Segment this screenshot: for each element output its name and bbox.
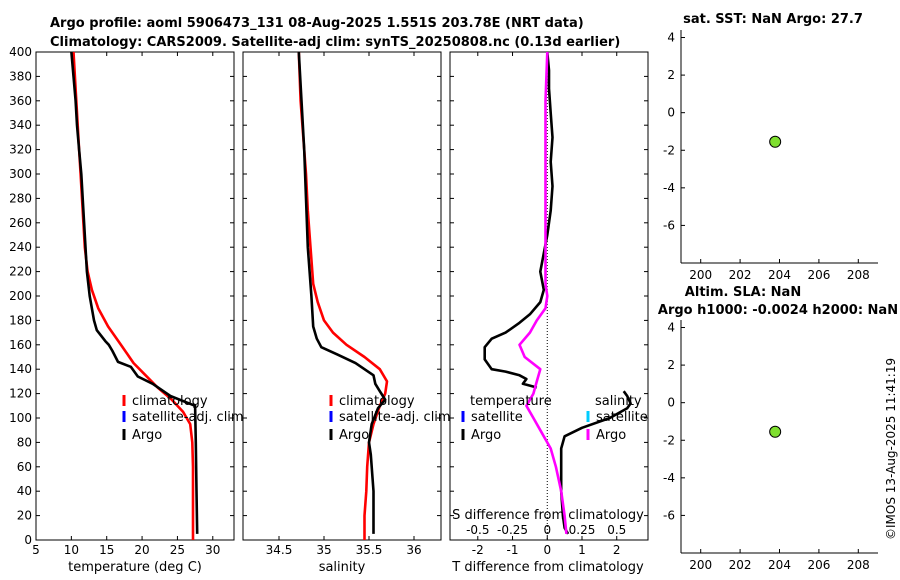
sla-panel-ytick-label: 0: [667, 396, 675, 410]
sla-title-1: Altim. SLA: NaN: [685, 285, 801, 300]
temp-panel-ytick-label: 20: [17, 509, 32, 523]
sla-panel-ytick-label: -6: [663, 508, 675, 522]
diff-s-xtick-label: 0: [543, 523, 551, 537]
diff-t-argo-line: [483, 51, 554, 389]
temp-climatology-line: [72, 51, 195, 540]
temp-legend-argo-label: Argo: [132, 428, 162, 443]
sst-panel-xtick-label: 200: [689, 268, 712, 282]
temp-panel-ytick-label: 140: [9, 362, 32, 376]
diff-s-xtick-label: 0.25: [569, 523, 596, 537]
temp-panel-ytick-label: 120: [9, 387, 32, 401]
diff-legend-t-argo-label: Argo: [471, 428, 501, 443]
sla-panel-ytick-label: 4: [667, 321, 675, 335]
title-line-1: Argo profile: aoml 5906473_131 08-Aug-20…: [50, 16, 584, 31]
temp-argo-line: [70, 51, 199, 534]
temp-panel-ytick-label: 340: [9, 118, 32, 132]
sal-legend-climatology-label: climatology: [339, 394, 415, 409]
sla-panel-xtick-label: 202: [729, 558, 752, 572]
temp-panel-ytick-label: 220: [9, 265, 32, 279]
diff-s-xtick-label: -0.25: [497, 523, 528, 537]
temp-panel-frame: [35, 51, 235, 541]
diff-panel-xtick-label: 0: [543, 543, 551, 557]
sst-panel-xtick-label: 204: [768, 268, 791, 282]
sst-panel-xtick-label: 206: [807, 268, 830, 282]
temp-panel-ytick-label: 380: [9, 69, 32, 83]
sal-panel-xtick-label: 34.5: [266, 543, 293, 557]
temp-panel-ytick-label: 300: [9, 167, 32, 181]
sla-panel-ytick-label: -2: [663, 433, 675, 447]
temp-panel-xtick-label: 30: [205, 543, 220, 557]
temp-panel-ytick-label: 200: [9, 289, 32, 303]
sal-panel-xtick-label: 35: [316, 543, 331, 557]
temp-panel-ytick-label: 40: [17, 484, 32, 498]
copyright-label: ©IMOS 13-Aug-2025 11:41:19: [884, 358, 898, 540]
sla-title-2: Argo h1000: -0.0024 h2000: NaN: [658, 303, 898, 318]
diff-legend-salinity-title: salinity: [595, 394, 642, 409]
sla-panel-ytick-label: 2: [667, 358, 675, 372]
temp-panel-ytick-label: 320: [9, 143, 32, 157]
temp-panel-xtick-label: 15: [99, 543, 114, 557]
temp-panel-ytick-label: 0: [24, 533, 32, 547]
sst-panel-xtick-label: 202: [729, 268, 752, 282]
diff-t-argo-line-upper: [559, 390, 632, 535]
diff-legend-temperature-title: temperature: [470, 394, 552, 409]
sst-panel-xtick-label: 208: [847, 268, 870, 282]
temp-panel-ytick-label: 400: [9, 45, 32, 59]
sst-title: sat. SST: NaN Argo: 27.7: [683, 12, 863, 27]
plots-layer: 0204060801001201401601802002202402602803…: [9, 30, 878, 575]
sst-panel-ytick-label: 2: [667, 68, 675, 82]
temp-panel-ytick-label: 100: [9, 411, 32, 425]
temp-panel-xtick-label: 25: [170, 543, 185, 557]
sst-panel-point: [769, 135, 782, 148]
temp-panel-xtick-label: 5: [32, 543, 40, 557]
diff-t-xlabel: T difference from climatology: [451, 560, 644, 575]
sal-legend-argo-label: Argo: [339, 428, 369, 443]
diff-panel-frame: [449, 51, 649, 541]
temp-panel-ytick-label: 260: [9, 216, 32, 230]
sst-panel-ytick-label: 4: [667, 31, 675, 45]
sal-panel-xtick-label: 35.5: [356, 543, 383, 557]
sal-panel-frame: [242, 51, 442, 541]
temp-panel-ytick-label: 180: [9, 313, 32, 327]
sst-panel-ytick-label: -4: [663, 181, 675, 195]
sst-panel-ytick-label: -2: [663, 143, 675, 157]
temp-panel-ytick-label: 360: [9, 94, 32, 108]
diff-s-argo-line: [518, 51, 568, 535]
diff-legend-s-satellite-label: satellite: [596, 410, 648, 425]
temp-panel-ytick-label: 60: [17, 460, 32, 474]
diff-panel-xtick-label: 1: [578, 543, 586, 557]
sal-legend-satellite-label: satellite-adj. clim: [339, 410, 451, 425]
sal-xlabel: salinity: [319, 560, 366, 575]
sla-panel-xtick-label: 208: [847, 558, 870, 572]
temp-legend-climatology-label: climatology: [132, 394, 208, 409]
temp-panel-ytick-label: 240: [9, 240, 32, 254]
sla-panel-xtick-label: 200: [689, 558, 712, 572]
sst-panel-ytick-label: -6: [663, 218, 675, 232]
diff-s-xlabel: S difference from climatology: [452, 508, 644, 523]
diff-panel-xtick-label: -2: [472, 543, 484, 557]
temp-panel-ytick-label: 280: [9, 191, 32, 205]
temp-legend-satellite-label: satellite-adj. clim: [132, 410, 244, 425]
temp-panel-ytick-label: 80: [17, 435, 32, 449]
diff-panel-xtick-label: 2: [613, 543, 621, 557]
temp-panel-xtick-label: 10: [64, 543, 79, 557]
sal-panel-xtick-label: 36: [406, 543, 421, 557]
diff-legend-s-argo-label: Argo: [596, 428, 626, 443]
temp-panel-xtick-label: 20: [134, 543, 149, 557]
temp-panel-ytick-label: 160: [9, 338, 32, 352]
title-line-2: Climatology: CARS2009. Satellite-adj cli…: [50, 35, 620, 50]
sla-panel-xtick-label: 206: [807, 558, 830, 572]
sla-panel-xtick-label: 204: [768, 558, 791, 572]
diff-s-xtick-label: -0.5: [466, 523, 489, 537]
sla-panel-point: [769, 425, 782, 438]
diff-panel-xtick-label: -1: [507, 543, 519, 557]
sst-panel-ytick-label: 0: [667, 106, 675, 120]
diff-legend-t-satellite-label: satellite: [471, 410, 523, 425]
diff-s-xtick-label: 0.5: [607, 523, 626, 537]
temp-xlabel: temperature (deg C): [68, 560, 202, 575]
sal-argo-line: [297, 51, 387, 534]
sla-panel-ytick-label: -4: [663, 471, 675, 485]
